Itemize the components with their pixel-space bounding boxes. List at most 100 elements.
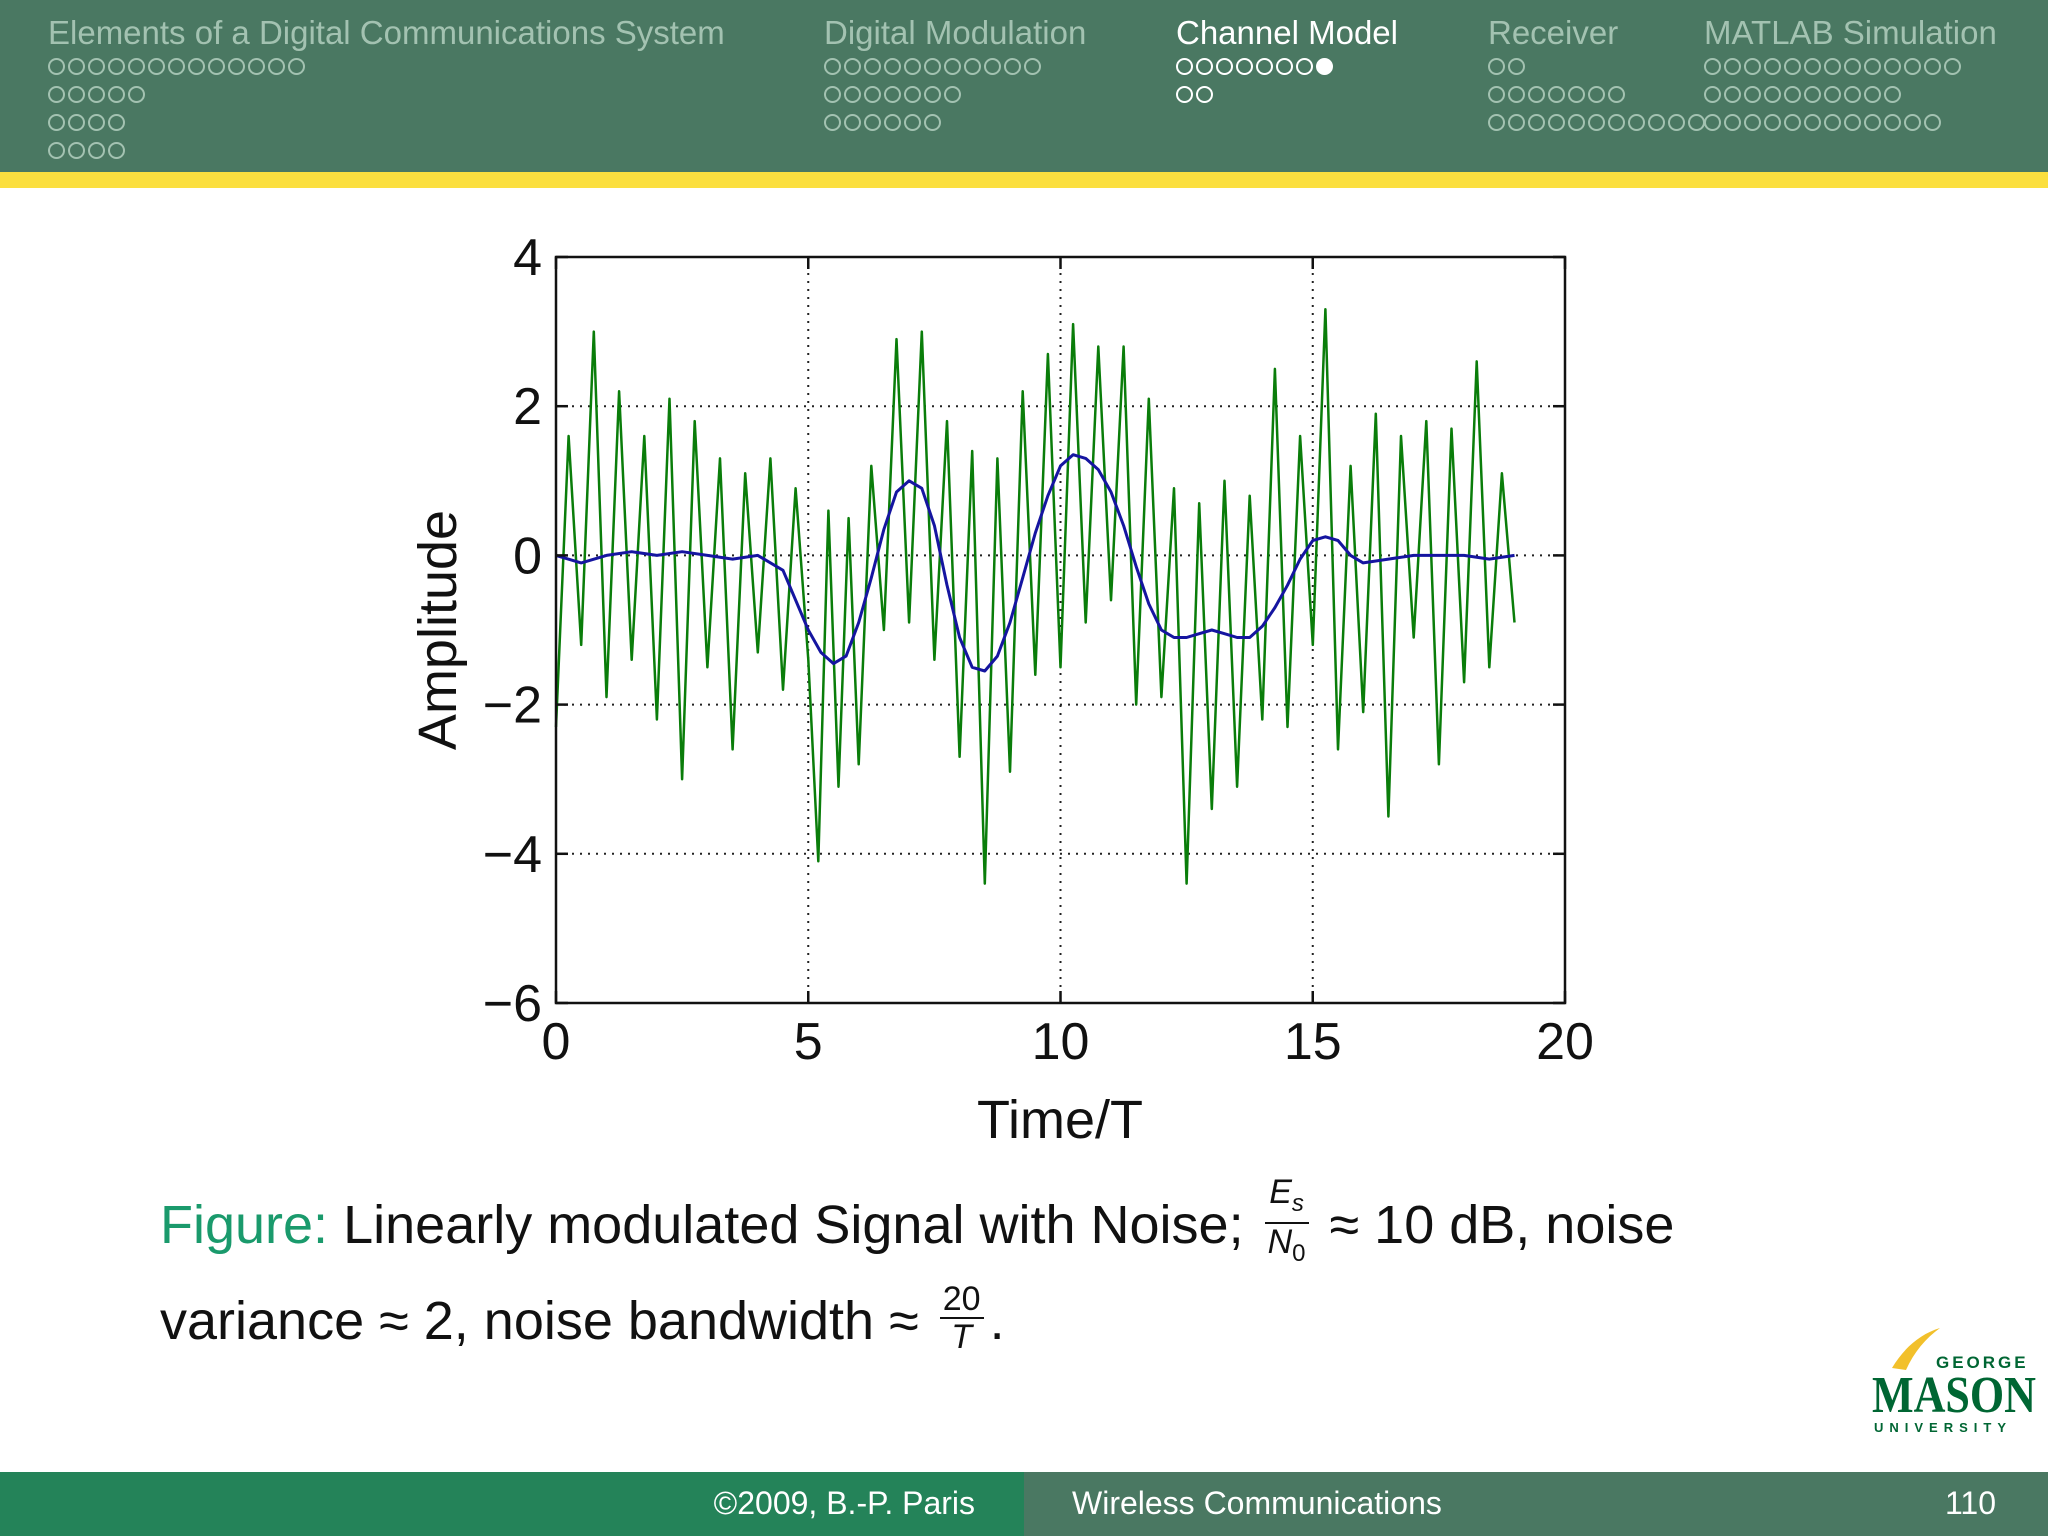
nav-slide-dot[interactable] xyxy=(1884,113,1901,131)
nav-slide-dot[interactable] xyxy=(904,57,921,75)
nav-slide-dot[interactable] xyxy=(1704,113,1721,131)
nav-slide-dot[interactable] xyxy=(1824,57,1841,75)
nav-slide-dot[interactable] xyxy=(864,57,881,75)
nav-slide-dot[interactable] xyxy=(1844,113,1861,131)
nav-dots[interactable] xyxy=(1704,52,1997,136)
nav-slide-dot[interactable] xyxy=(964,57,981,75)
nav-slide-dot[interactable] xyxy=(1176,85,1193,103)
nav-slide-dot[interactable] xyxy=(884,85,901,103)
nav-slide-dot[interactable] xyxy=(924,113,941,131)
nav-slide-dot[interactable] xyxy=(1764,85,1781,103)
nav-slide-dot[interactable] xyxy=(108,141,125,159)
nav-slide-dot[interactable] xyxy=(864,113,881,131)
nav-slide-dot[interactable] xyxy=(1548,113,1565,131)
nav-slide-dot[interactable] xyxy=(188,57,205,75)
nav-section-matlab-simulation[interactable]: MATLAB Simulation xyxy=(1704,14,1997,136)
nav-slide-dot[interactable] xyxy=(1744,57,1761,75)
nav-slide-dot[interactable] xyxy=(1924,113,1941,131)
nav-slide-dot[interactable] xyxy=(1628,113,1645,131)
nav-slide-dot[interactable] xyxy=(1588,113,1605,131)
nav-slide-dot[interactable] xyxy=(1864,85,1881,103)
nav-slide-dot[interactable] xyxy=(1784,57,1801,75)
nav-slide-dot[interactable] xyxy=(148,57,165,75)
nav-slide-dot[interactable] xyxy=(1668,113,1685,131)
nav-slide-dot[interactable] xyxy=(1904,57,1921,75)
nav-slide-dot[interactable] xyxy=(1528,85,1545,103)
nav-slide-dot[interactable] xyxy=(108,85,125,103)
nav-slide-dot[interactable] xyxy=(48,113,65,131)
nav-slide-dot[interactable] xyxy=(1256,57,1273,75)
nav-slide-dot[interactable] xyxy=(228,57,245,75)
nav-dots[interactable] xyxy=(824,52,1086,136)
nav-slide-dot[interactable] xyxy=(924,57,941,75)
nav-slide-dot[interactable] xyxy=(824,113,841,131)
nav-slide-dot[interactable] xyxy=(68,113,85,131)
nav-slide-dot[interactable] xyxy=(68,141,85,159)
nav-slide-dot[interactable] xyxy=(108,113,125,131)
nav-slide-dot[interactable] xyxy=(128,57,145,75)
nav-slide-dot[interactable] xyxy=(168,57,185,75)
nav-slide-dot[interactable] xyxy=(1724,57,1741,75)
nav-slide-dot[interactable] xyxy=(1704,85,1721,103)
nav-slide-dot[interactable] xyxy=(1196,85,1213,103)
nav-slide-dot[interactable] xyxy=(864,85,881,103)
nav-section-receiver[interactable]: Receiver xyxy=(1488,14,1708,136)
nav-slide-dot[interactable] xyxy=(884,113,901,131)
nav-slide-dot[interactable] xyxy=(904,85,921,103)
nav-slide-dot[interactable] xyxy=(1236,57,1253,75)
nav-slide-dot[interactable] xyxy=(1488,57,1505,75)
nav-slide-dot[interactable] xyxy=(1296,57,1313,75)
nav-slide-dot[interactable] xyxy=(1316,57,1333,75)
nav-slide-dot[interactable] xyxy=(884,57,901,75)
nav-slide-dot[interactable] xyxy=(924,85,941,103)
nav-slide-dot[interactable] xyxy=(984,57,1001,75)
nav-slide-dot[interactable] xyxy=(1824,85,1841,103)
nav-slide-dot[interactable] xyxy=(68,57,85,75)
nav-slide-dot[interactable] xyxy=(1924,57,1941,75)
nav-slide-dot[interactable] xyxy=(1004,57,1021,75)
nav-slide-dot[interactable] xyxy=(88,113,105,131)
nav-slide-dot[interactable] xyxy=(108,57,125,75)
nav-slide-dot[interactable] xyxy=(268,57,285,75)
nav-slide-dot[interactable] xyxy=(1724,113,1741,131)
nav-slide-dot[interactable] xyxy=(1024,57,1041,75)
nav-slide-dot[interactable] xyxy=(1508,113,1525,131)
nav-slide-dot[interactable] xyxy=(844,85,861,103)
nav-slide-dot[interactable] xyxy=(48,57,65,75)
nav-slide-dot[interactable] xyxy=(1608,85,1625,103)
nav-slide-dot[interactable] xyxy=(824,85,841,103)
nav-slide-dot[interactable] xyxy=(1568,85,1585,103)
nav-slide-dot[interactable] xyxy=(48,141,65,159)
nav-slide-dot[interactable] xyxy=(1704,57,1721,75)
nav-slide-dot[interactable] xyxy=(1744,113,1761,131)
nav-slide-dot[interactable] xyxy=(248,57,265,75)
nav-slide-dot[interactable] xyxy=(1784,113,1801,131)
nav-slide-dot[interactable] xyxy=(904,113,921,131)
nav-dots[interactable] xyxy=(48,52,725,164)
nav-slide-dot[interactable] xyxy=(1864,113,1881,131)
nav-slide-dot[interactable] xyxy=(1744,85,1761,103)
nav-slide-dot[interactable] xyxy=(1844,57,1861,75)
nav-slide-dot[interactable] xyxy=(88,141,105,159)
nav-slide-dot[interactable] xyxy=(1864,57,1881,75)
nav-slide-dot[interactable] xyxy=(1588,85,1605,103)
nav-slide-dot[interactable] xyxy=(844,113,861,131)
nav-dots[interactable] xyxy=(1176,52,1398,108)
nav-slide-dot[interactable] xyxy=(1528,113,1545,131)
nav-slide-dot[interactable] xyxy=(1824,113,1841,131)
nav-slide-dot[interactable] xyxy=(844,57,861,75)
nav-slide-dot[interactable] xyxy=(1944,57,1961,75)
nav-slide-dot[interactable] xyxy=(1608,113,1625,131)
nav-slide-dot[interactable] xyxy=(824,57,841,75)
nav-slide-dot[interactable] xyxy=(1804,113,1821,131)
nav-slide-dot[interactable] xyxy=(1724,85,1741,103)
nav-slide-dot[interactable] xyxy=(288,57,305,75)
nav-slide-dot[interactable] xyxy=(1844,85,1861,103)
nav-slide-dot[interactable] xyxy=(1488,113,1505,131)
nav-slide-dot[interactable] xyxy=(88,57,105,75)
nav-slide-dot[interactable] xyxy=(1276,57,1293,75)
nav-section-elements[interactable]: Elements of a Digital Communications Sys… xyxy=(48,14,725,164)
nav-slide-dot[interactable] xyxy=(1804,57,1821,75)
nav-section-digital-modulation[interactable]: Digital Modulation xyxy=(824,14,1086,136)
nav-slide-dot[interactable] xyxy=(1196,57,1213,75)
